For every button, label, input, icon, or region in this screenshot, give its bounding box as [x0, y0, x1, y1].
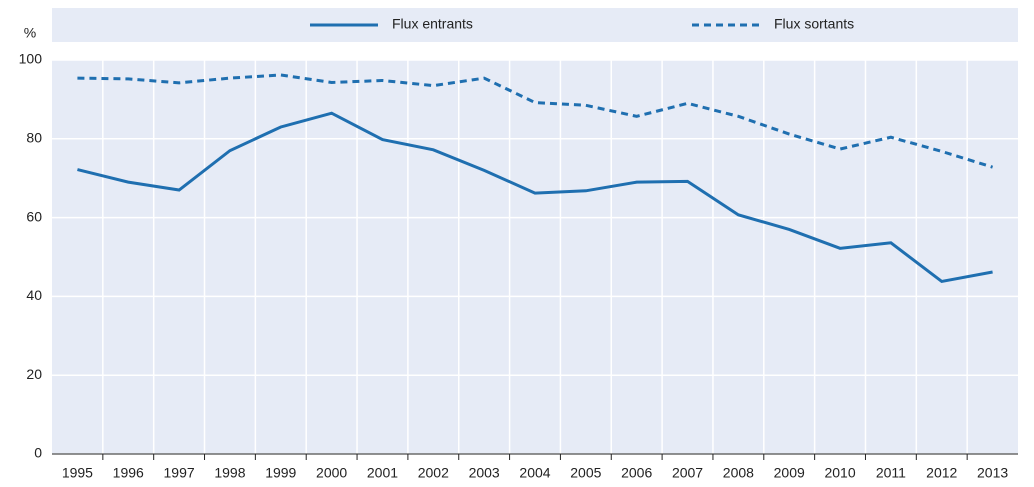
legend-background — [52, 8, 1018, 42]
x-tick-label: 2011 — [876, 465, 906, 481]
x-tick-label: 2001 — [367, 465, 398, 481]
y-tick-label: 0 — [34, 445, 42, 461]
x-tick-label: 1996 — [113, 465, 144, 481]
x-tick-label: 2007 — [672, 465, 703, 481]
x-tick-label: 2003 — [469, 465, 500, 481]
x-tick-label: 2010 — [824, 465, 855, 481]
x-tick-label: 1997 — [164, 465, 195, 481]
x-tick-label: 2013 — [977, 465, 1008, 481]
x-tick-label: 2000 — [316, 465, 347, 481]
x-tick-label: 2006 — [621, 465, 652, 481]
y-tick-label: 40 — [26, 287, 42, 303]
x-tick-label: 2012 — [926, 465, 957, 481]
x-tick-label: 1999 — [265, 465, 296, 481]
y-tick-label: 80 — [26, 130, 42, 146]
plot-background — [52, 60, 1018, 454]
x-tick-label: 2008 — [723, 465, 754, 481]
legend-label: Flux sortants — [774, 16, 854, 32]
x-tick-label: 2004 — [519, 465, 550, 481]
legend-label: Flux entrants — [392, 16, 473, 32]
x-tick-label: 2002 — [418, 465, 449, 481]
y-tick-label: 60 — [26, 208, 42, 224]
x-tick-label: 1995 — [62, 465, 93, 481]
x-tick-label: 2009 — [774, 465, 805, 481]
x-tick-label: 2005 — [570, 465, 601, 481]
series-line — [77, 111, 993, 284]
y-tick-label: 100 — [19, 51, 43, 67]
y-tick-label: 20 — [26, 366, 42, 382]
y-axis-label: % — [24, 25, 36, 41]
x-tick-label: 1998 — [214, 465, 245, 481]
